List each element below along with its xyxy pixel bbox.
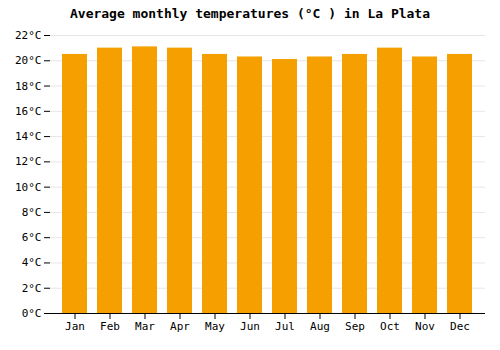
svg-text:2°C: 2°C	[22, 282, 42, 295]
svg-text:18°C: 18°C	[15, 80, 42, 93]
svg-text:Sep: Sep	[345, 320, 365, 333]
svg-text:22°C: 22°C	[15, 29, 42, 42]
svg-text:Aug: Aug	[310, 320, 330, 333]
svg-text:0°C: 0°C	[22, 307, 42, 320]
svg-text:Jul: Jul	[275, 320, 295, 333]
svg-text:14°C: 14°C	[15, 130, 42, 143]
svg-text:Mar: Mar	[135, 320, 155, 333]
svg-text:4°C: 4°C	[22, 256, 42, 269]
svg-text:20°C: 20°C	[15, 54, 42, 67]
svg-text:May: May	[205, 320, 225, 333]
html-text:Average monthly temperatures (: Average monthly temperatures (°C ) in La…	[70, 6, 430, 21]
svg-text:Apr: Apr	[170, 320, 190, 333]
svg-text:Jan: Jan	[65, 320, 85, 333]
svg-text:Oct: Oct	[380, 320, 400, 333]
svg-text:12°C: 12°C	[15, 155, 42, 168]
svg-text:Jun: Jun	[240, 320, 260, 333]
svg-text:Nov: Nov	[415, 320, 435, 333]
svg-text:Dec: Dec	[450, 320, 470, 333]
svg-text:16°C: 16°C	[15, 105, 42, 118]
svg-text:6°C: 6°C	[22, 231, 42, 244]
svg-text:Feb: Feb	[100, 320, 120, 333]
svg-text:8°C: 8°C	[22, 206, 42, 219]
svg-text:10°C: 10°C	[15, 181, 42, 194]
